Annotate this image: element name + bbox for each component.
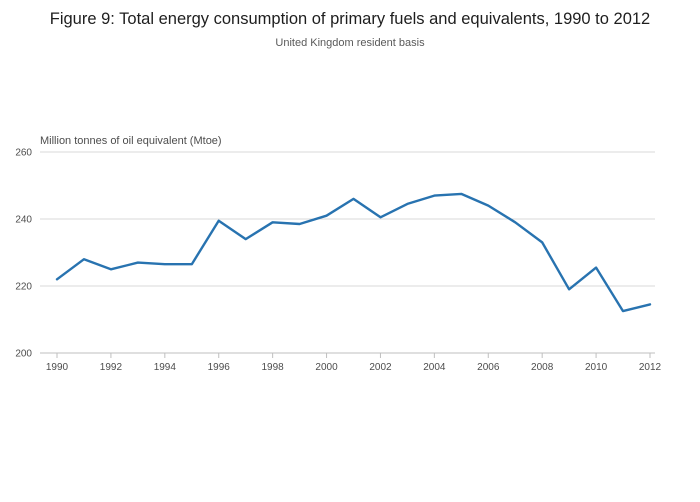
x-tick-label: 2002: [369, 362, 392, 373]
y-tick-label: 220: [15, 282, 32, 293]
x-tick-label: 1998: [262, 362, 285, 373]
chart-subtitle: United Kingdom resident basis: [275, 37, 425, 50]
data-line: [55, 192, 652, 313]
x-tick-label: 1996: [208, 362, 231, 373]
energy-consumption-line-chart: 200 220 240 260 1990 1992 1994 1996 1998 2000 2002…: [15, 135, 662, 373]
x-tick-label: 2012: [639, 362, 662, 373]
y-tick-label: 240: [15, 215, 32, 226]
y-axis-label: Million tonnes of oil equivalent (Mtoe): [40, 135, 222, 147]
x-tick-label: 1990: [46, 362, 69, 373]
x-tick-label: 1994: [154, 362, 177, 373]
chart-header: Figure 9: Total energy consumption of pr…: [0, 0, 700, 49]
x-tick-label: 2008: [531, 362, 554, 373]
x-tick-label: 2006: [477, 362, 500, 373]
y-tick-label: 200: [15, 349, 32, 360]
x-tick-label: 2004: [423, 362, 446, 373]
x-tick-label: 1992: [100, 362, 123, 373]
chart-title: Figure 9: Total energy consumption of pr…: [49, 10, 651, 28]
x-tick-label: 2010: [585, 362, 608, 373]
y-tick-label: 260: [15, 148, 32, 159]
chart-area: 200 220 240 260 1990 1992 1994 1996 1998 2000 2002…: [0, 100, 700, 390]
x-tick-label: 2000: [315, 362, 338, 373]
